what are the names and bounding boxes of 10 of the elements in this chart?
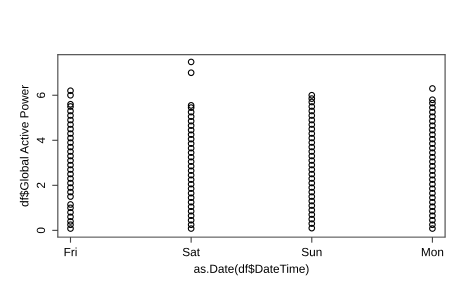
x-tick-label: Mon bbox=[422, 248, 444, 256]
x-tick-label: Fri bbox=[64, 248, 77, 256]
y-tick-label: 0 bbox=[36, 228, 46, 234]
y-tick-label: 2 bbox=[36, 182, 45, 188]
y-tick-label: 4 bbox=[36, 137, 45, 144]
x-axis-title: as.Date(df$DateTime) bbox=[194, 264, 309, 276]
x-tick-label: Sun bbox=[302, 248, 322, 256]
y-tick-label: 6 bbox=[36, 92, 46, 98]
x-tick-label: Sat bbox=[182, 248, 200, 256]
y-axis-title: df$Global Active Power bbox=[20, 85, 30, 206]
